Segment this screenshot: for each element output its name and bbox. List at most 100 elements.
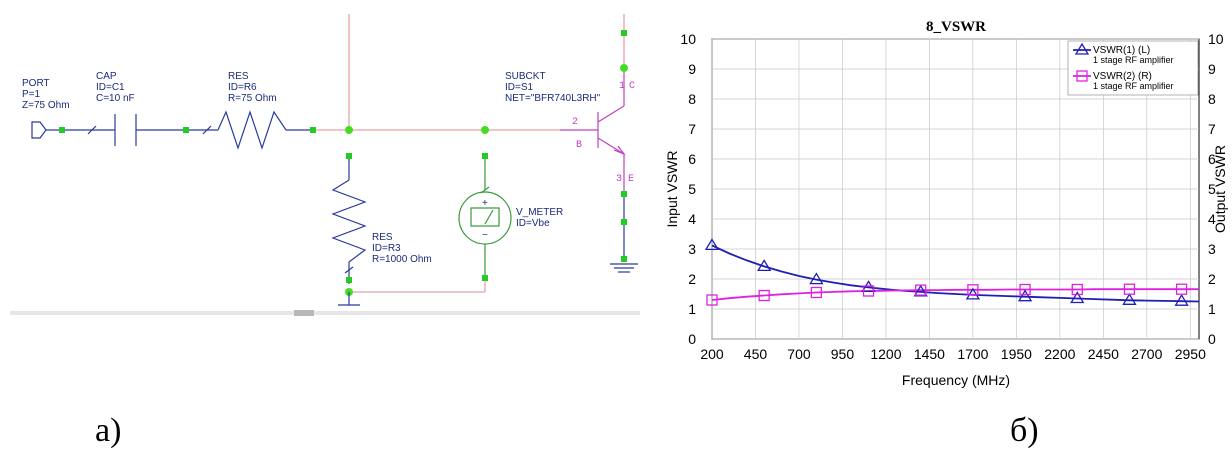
pin-e-number: 3 <box>616 174 622 185</box>
legend-marker-2 <box>1076 70 1088 82</box>
pin-c-number: 1 <box>619 81 625 92</box>
y-right-axis-label: Output VSWR <box>1212 145 1228 233</box>
caption-b: б) <box>1010 412 1039 449</box>
series-line-2 <box>711 288 1199 301</box>
res6-node <box>310 127 316 133</box>
resistor-r3-symbol[interactable] <box>331 159 367 284</box>
cap-id: ID=C1 <box>96 82 125 93</box>
capacitor-symbol[interactable] <box>65 114 185 146</box>
y-left-tick-label: 1 <box>688 301 696 317</box>
vmeter-symbol[interactable] <box>458 159 512 275</box>
cap-title: CAP <box>96 71 117 82</box>
horizontal-scrollbar[interactable] <box>10 311 640 315</box>
y-right-tick-label: 7 <box>1208 121 1216 137</box>
port-symbol[interactable] <box>31 121 60 139</box>
vmeter-node-top <box>482 153 488 159</box>
junction-collector <box>620 64 628 72</box>
caption-a: а) <box>95 412 122 449</box>
collector-node-top <box>621 30 627 36</box>
scrollbar-thumb[interactable] <box>294 310 314 316</box>
y-left-tick-label: 9 <box>688 61 696 77</box>
y-right-tick-label: 2 <box>1208 271 1216 287</box>
subckt-id: ID=S1 <box>505 82 534 93</box>
x-axis-label: Frequency (MHz) <box>902 372 1010 388</box>
legend-subtitle-2: 1 stage RF amplifier <box>1093 81 1174 91</box>
data-point-series-2 <box>967 284 979 296</box>
data-point-series-2 <box>706 294 718 306</box>
subckt-net: NET="BFR740L3RH" <box>505 93 601 104</box>
cap-value: C=10 nF <box>96 93 135 104</box>
transistor-symbol[interactable] <box>560 68 626 192</box>
res6-id: ID=R6 <box>228 82 257 93</box>
pin-c-label: C <box>629 81 635 92</box>
y-left-tick-label: 4 <box>688 211 696 227</box>
vmeter-title: V_METER <box>516 207 563 218</box>
y-right-tick-label: 1 <box>1208 301 1216 317</box>
x-tick-label: 2700 <box>1131 346 1162 362</box>
resistor-r6-symbol[interactable] <box>189 110 310 150</box>
x-tick-label: 1700 <box>957 346 988 362</box>
data-point-series-1 <box>1070 291 1085 304</box>
y-left-tick-label: 10 <box>680 31 696 47</box>
y-left-tick-label: 0 <box>688 331 696 347</box>
res6-value: R=75 Ohm <box>228 93 277 104</box>
data-point-series-2 <box>758 289 770 302</box>
cap-node <box>183 127 189 133</box>
data-point-series-1 <box>1017 289 1033 302</box>
vmeter-plus: + <box>482 198 488 209</box>
series-line-1 <box>711 244 1200 303</box>
data-point-series-1 <box>913 284 928 297</box>
legend-marker-1 <box>1074 42 1090 55</box>
res3-title: RES <box>372 232 393 243</box>
y-left-tick-label: 7 <box>688 121 696 137</box>
vmeter-node-bottom <box>482 275 488 281</box>
y-right-tick-label: 8 <box>1208 91 1216 107</box>
ground-stub <box>338 292 360 306</box>
port-p: P=1 <box>22 89 41 100</box>
data-point-series-1 <box>1122 293 1137 305</box>
legend-name-1: VSWR(1) (L) <box>1093 45 1150 56</box>
y-left-tick-label: 3 <box>688 241 696 257</box>
data-point-series-2 <box>1123 283 1136 295</box>
chart-title: 8_VSWR <box>926 19 986 35</box>
junction-left <box>345 126 353 134</box>
x-tick-label: 2950 <box>1175 346 1206 362</box>
y-right-tick-label: 4 <box>1208 211 1216 227</box>
wires <box>313 14 625 293</box>
emitter-node <box>621 191 627 197</box>
port-z: Z=75 Ohm <box>22 100 70 111</box>
data-point-series-2 <box>810 286 823 299</box>
y-right-tick-label: 6 <box>1208 151 1216 167</box>
y-right-tick-label: 10 <box>1208 31 1224 47</box>
data-point-series-1 <box>704 238 720 251</box>
pin-b-label: B <box>576 140 582 151</box>
series-lines <box>711 244 1200 303</box>
y-left-tick-label: 2 <box>688 271 696 287</box>
x-tick-label: 1450 <box>914 346 945 362</box>
data-point-series-1 <box>757 259 772 272</box>
port-title: PORT <box>22 78 50 89</box>
res3-id: ID=R3 <box>372 243 401 254</box>
res3-value: R=1000 Ohm <box>372 254 432 265</box>
subckt-title: SUBCKT <box>505 71 546 82</box>
data-point-series-2 <box>1019 283 1031 296</box>
data-point-series-1 <box>965 287 981 300</box>
emitter-ground <box>610 197 638 273</box>
x-tick-label: 450 <box>744 346 768 362</box>
port-node <box>59 127 65 133</box>
data-point-series-1 <box>809 272 824 285</box>
x-tick-label: 200 <box>700 346 724 362</box>
x-tick-labels: 200 450 700 950 1200 1450 1700 1950 2200 2450 2700… <box>700 346 1206 362</box>
pin-e-label: E <box>628 174 634 185</box>
data-point-series-2 <box>915 284 927 296</box>
data-point-series-2 <box>1175 283 1188 295</box>
x-tick-label: 950 <box>831 346 855 362</box>
emitter-node-low <box>621 219 627 225</box>
data-point-series-2 <box>862 285 875 297</box>
y-left-tick-label: 8 <box>688 91 696 107</box>
junction-right <box>481 126 489 134</box>
vmeter-id: ID=Vbe <box>516 218 550 229</box>
y-right-tick-label: 3 <box>1208 241 1216 257</box>
legend-subtitle-1: 1 stage RF amplifier <box>1093 55 1174 65</box>
